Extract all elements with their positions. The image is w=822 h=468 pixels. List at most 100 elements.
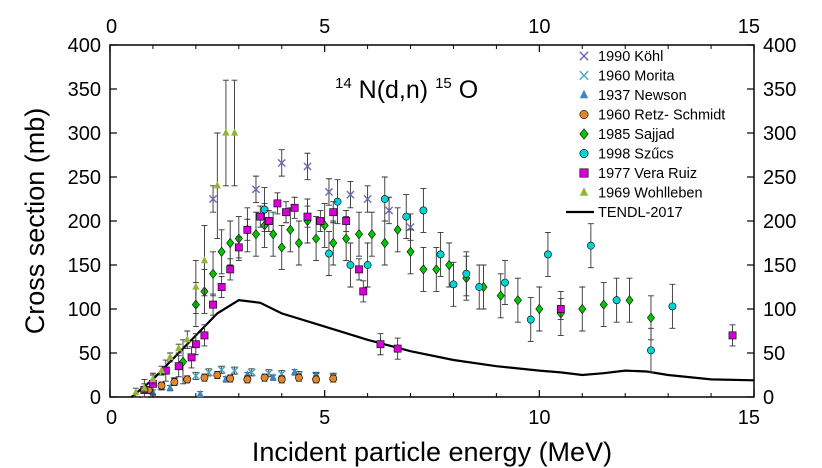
series-group (132, 79, 239, 398)
x-tick-label-top: 15 (738, 16, 760, 38)
data-point (419, 264, 428, 275)
x-tick-label-bottom: 0 (106, 407, 117, 429)
data-point (230, 128, 239, 136)
data-point (329, 374, 338, 383)
data-point (140, 383, 148, 391)
legend-label: 1969 Wohlleben (598, 186, 703, 202)
data-point (578, 303, 587, 315)
data-point (213, 181, 221, 189)
data-point (226, 374, 235, 383)
data-point (291, 367, 299, 375)
legend-marker (579, 89, 589, 99)
data-point (277, 158, 286, 168)
chart-title: 14 N(d,n) 15 O (335, 66, 478, 104)
data-point (191, 340, 200, 349)
y-tick-label-left: 250 (68, 167, 101, 189)
data-point (191, 371, 200, 380)
data-point (406, 246, 415, 257)
data-point (625, 295, 634, 306)
data-point (380, 237, 389, 249)
title-superscript-a: 14 (335, 75, 352, 92)
data-point (359, 287, 368, 296)
data-point (251, 185, 261, 194)
data-point (282, 208, 290, 217)
y-tick-label-right: 150 (763, 255, 796, 277)
data-point (183, 335, 191, 343)
data-point (342, 217, 351, 225)
data-point (449, 280, 458, 289)
legend-marker (579, 110, 589, 120)
data-point (646, 312, 655, 323)
data-point (367, 229, 376, 240)
legend-label: 1937 Newson (598, 88, 687, 104)
y-tick-label-right: 100 (763, 299, 796, 321)
data-point (355, 229, 363, 240)
data-point (380, 195, 389, 203)
y-tick-label-left: 0 (90, 387, 101, 409)
data-point (132, 388, 140, 396)
y-tick-label-right: 400 (763, 35, 796, 57)
x-tick-label-top: 0 (106, 16, 117, 38)
y-tick-label-right: 200 (763, 211, 796, 233)
data-point (668, 302, 677, 311)
legend: 1990 Köhl 1960 Morita 1937 Newson 1960 Retz… (566, 49, 725, 221)
data-point (419, 206, 428, 215)
y-tick-label-left: 100 (68, 299, 101, 321)
data-point (599, 299, 608, 310)
data-point (586, 241, 595, 250)
series-group (140, 192, 737, 398)
data-point (728, 331, 737, 340)
data-point (166, 352, 174, 360)
data-point (355, 265, 363, 274)
data-point (436, 250, 445, 259)
legend-label: 1998 Szűcs (598, 147, 674, 163)
data-point (303, 162, 312, 171)
legend-label: 1977 Vera Ruiz (598, 166, 697, 182)
y-tick-label-left: 350 (68, 79, 101, 101)
data-point (346, 190, 355, 199)
data-point (325, 249, 333, 258)
data-point (535, 303, 544, 315)
data-point (264, 217, 273, 225)
legend-marker (579, 70, 589, 81)
data-point (290, 203, 299, 212)
data-point (200, 373, 209, 382)
y-tick-label-left: 300 (68, 123, 101, 145)
data-point (312, 233, 321, 244)
data-point (217, 246, 226, 257)
data-point (647, 346, 655, 355)
data-point (462, 269, 471, 278)
x-axis-title: Incident particle energy (MeV) (252, 437, 612, 467)
legend-label: 1985 Sajjad (598, 127, 675, 143)
data-point (226, 265, 235, 274)
data-point (256, 212, 265, 221)
data-point (363, 261, 372, 269)
data-point (230, 366, 239, 375)
data-point (393, 224, 402, 235)
data-point (243, 225, 252, 234)
data-point (376, 340, 385, 349)
data-point (157, 366, 166, 374)
data-point (187, 353, 196, 362)
legend-label: TENDL-2017 (598, 205, 683, 221)
y-tick-label-left: 150 (68, 255, 101, 277)
data-point (149, 374, 157, 382)
legend-marker (579, 51, 589, 61)
x-tick-label-bottom: 5 (319, 407, 330, 429)
legend-marker (579, 149, 589, 159)
y-tick-label-right: 350 (763, 79, 796, 101)
data-point (260, 373, 269, 382)
data-point (183, 375, 192, 384)
data-point (556, 305, 565, 313)
data-point (496, 290, 505, 301)
y-tick-label-left: 200 (68, 211, 101, 233)
legend-label: 1960 Retz- Schmidt (598, 108, 725, 124)
data-point (273, 199, 282, 208)
title-main: N(d,n) (359, 76, 428, 104)
data-point (192, 282, 200, 290)
data-point (316, 217, 325, 225)
data-point (324, 187, 334, 197)
y-tick-label-right: 50 (763, 343, 785, 365)
legend-label: 1990 Köhl (598, 49, 663, 65)
data-point (269, 229, 278, 240)
